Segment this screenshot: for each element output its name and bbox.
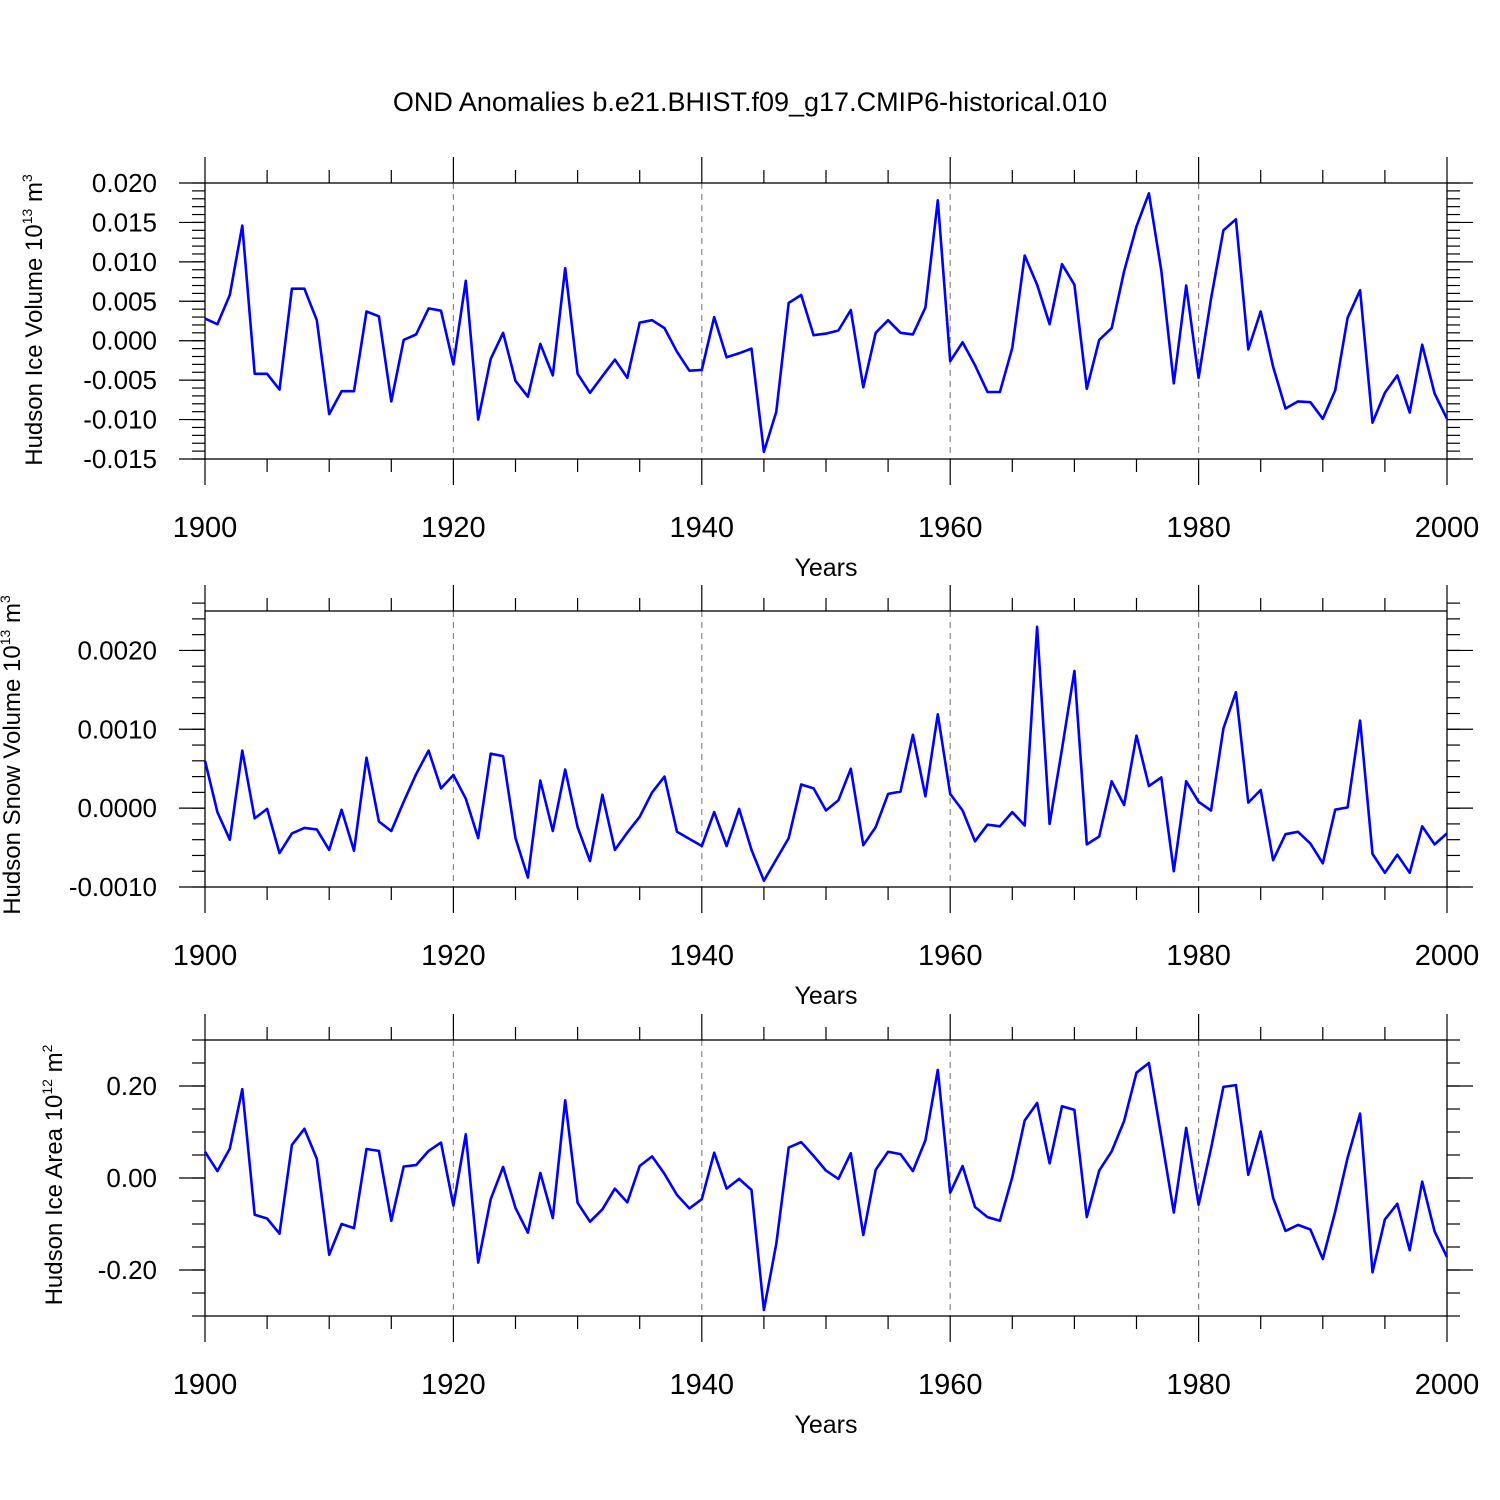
x-tick-label: 1980 — [1166, 940, 1231, 972]
y-axis-label-unit: m — [21, 182, 48, 209]
y-axis-label: Hudson Ice Volume 1013 m3 — [19, 174, 48, 466]
x-axis-label: Years — [794, 982, 857, 1010]
y-tick-label: -0.010 — [83, 405, 157, 435]
x-tick-label: 1920 — [421, 1369, 486, 1401]
y-axis-label: Hudson Snow Volume 1013 m3 — [0, 595, 26, 915]
y-axis-label-exponent: 13 — [0, 629, 13, 645]
y-axis-label-text: Hudson Ice Area 10 — [41, 1095, 68, 1306]
x-tick-label: 1920 — [421, 940, 486, 972]
x-tick-label: 2000 — [1415, 1369, 1480, 1401]
series-line — [203, 1061, 1449, 1312]
y-axis-label-text: Hudson Ice Volume 10 — [21, 224, 48, 466]
y-axis-label-unit-exponent: 2 — [39, 1044, 55, 1052]
plot-frame — [204, 1039, 1448, 1317]
y-tick-label: 0.0020 — [77, 635, 157, 665]
x-tick-label: 1940 — [670, 940, 735, 972]
x-tick-label: 1900 — [173, 940, 238, 972]
y-axis-label-unit-exponent: 3 — [0, 595, 13, 603]
x-tick-label: 1960 — [918, 512, 983, 544]
y-tick-label: 0.20 — [106, 1071, 157, 1101]
y-axis-label-text: Hudson Snow Volume 10 — [0, 645, 26, 915]
y-tick-label: 0.000 — [92, 326, 157, 356]
x-axis-label: Years — [794, 554, 857, 582]
x-tick-label: 1920 — [421, 512, 486, 544]
y-tick-label: 0.00 — [106, 1163, 157, 1193]
y-tick-label: -0.015 — [83, 444, 157, 474]
y-tick-label: 0.015 — [92, 207, 157, 237]
x-tick-label: 1960 — [918, 940, 983, 972]
series-line — [203, 625, 1448, 883]
y-tick-label: -0.0010 — [69, 872, 157, 902]
x-tick-label: 2000 — [1415, 940, 1480, 972]
y-axis-label-unit-exponent: 3 — [19, 174, 35, 182]
plot-frame — [204, 610, 1448, 888]
panel-ice-area: -0.20 0.00 0.20 1900 1920 1940 1960 1980 2000 Yea… — [39, 1014, 1479, 1439]
y-tick-label: 0.010 — [92, 247, 157, 277]
y-tick-label: -0.005 — [83, 365, 157, 395]
x-tick-label: 1900 — [173, 1369, 238, 1401]
y-axis-label-exponent: 13 — [19, 208, 35, 224]
y-axis-label-unit: m — [0, 603, 26, 630]
y-axis-label-unit: m — [41, 1052, 68, 1079]
x-tick-label: 1900 — [173, 512, 238, 544]
panel-snow-volume: -0.0010 0.0000 0.0010 0.0020 1900 1920 1940 196… — [0, 585, 1479, 1010]
y-axis-label-exponent: 12 — [39, 1079, 55, 1095]
x-tick-label: 1980 — [1166, 512, 1231, 544]
y-tick-label: -0.20 — [98, 1255, 157, 1285]
y-tick-label: 0.0010 — [77, 714, 157, 744]
y-axis-label: Hudson Ice Area 1012 m2 — [39, 1044, 68, 1305]
x-tick-label: 1940 — [670, 1369, 735, 1401]
x-axis-label: Years — [794, 1411, 857, 1439]
x-tick-label: 2000 — [1415, 512, 1480, 544]
x-tick-label: 1960 — [918, 1369, 983, 1401]
y-tick-label: 0.020 — [92, 168, 157, 198]
y-tick-label: 0.0000 — [77, 793, 157, 823]
x-tick-label: 1940 — [670, 512, 735, 544]
panel-ice-volume: -0.015 -0.010 -0.005 0.000 0.005 0.010 0.015 0.… — [19, 157, 1479, 582]
y-tick-label: 0.005 — [92, 286, 157, 316]
x-tick-label: 1980 — [1166, 1369, 1231, 1401]
chart-title: OND Anomalies b.e21.BHIST.f09_g17.CMIP6-… — [393, 87, 1107, 117]
series-line — [204, 192, 1449, 454]
plot-frame — [204, 182, 1448, 460]
